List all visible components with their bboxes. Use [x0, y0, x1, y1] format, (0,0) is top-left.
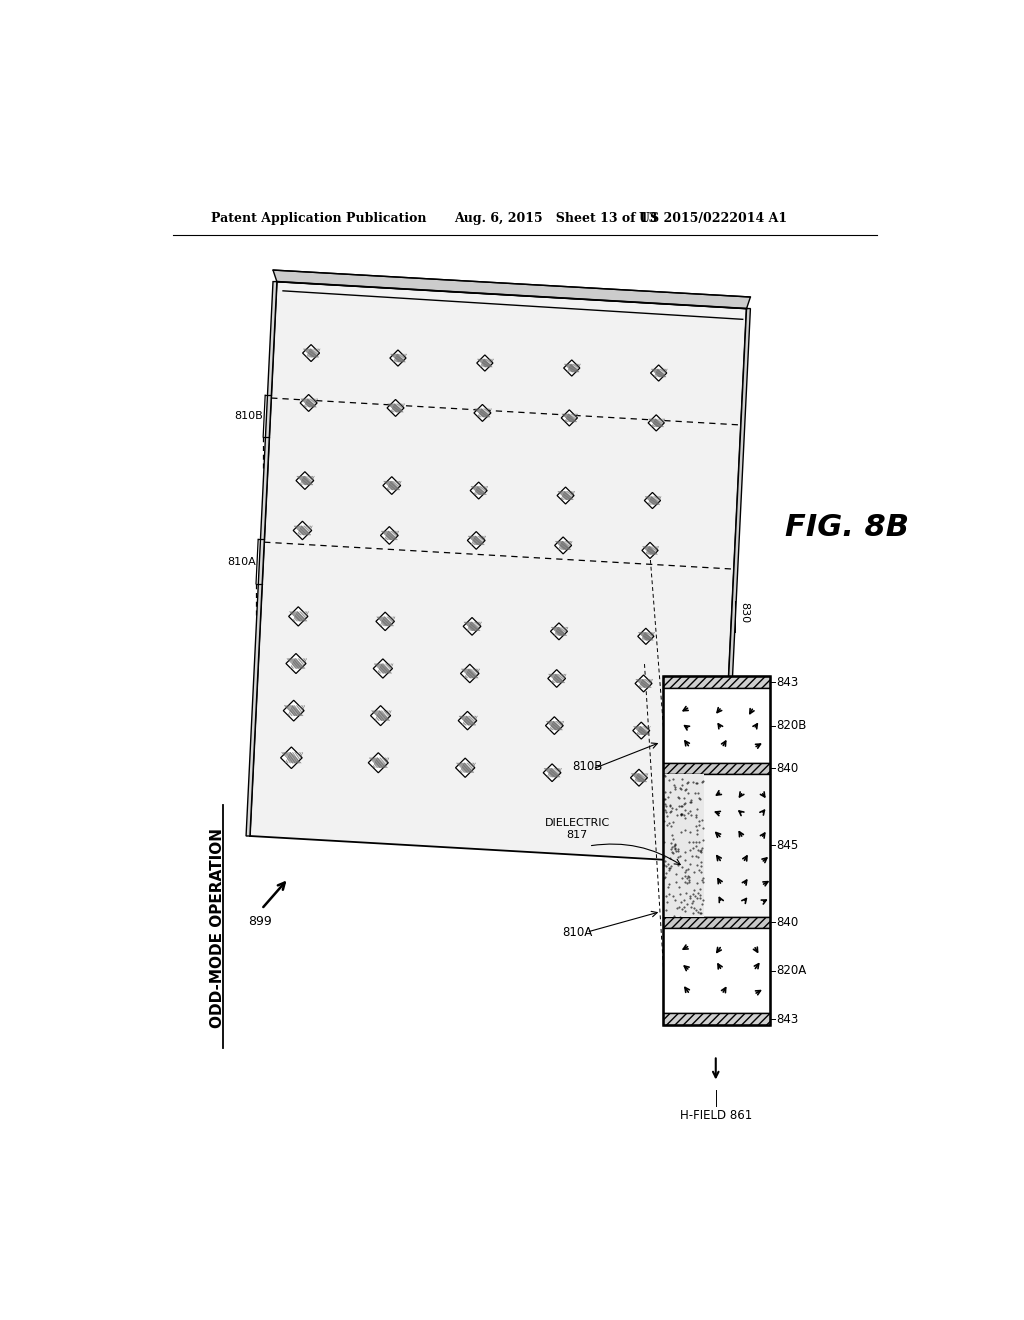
Polygon shape [369, 752, 388, 772]
Polygon shape [463, 618, 481, 635]
Text: 840: 840 [776, 916, 799, 929]
Polygon shape [381, 527, 398, 544]
Polygon shape [303, 345, 319, 362]
Text: 843: 843 [776, 1012, 799, 1026]
Polygon shape [642, 543, 658, 558]
Polygon shape [376, 612, 394, 631]
Text: Patent Application Publication: Patent Application Publication [211, 213, 427, 226]
Polygon shape [390, 350, 407, 366]
Bar [664, 676, 770, 688]
Polygon shape [284, 700, 304, 721]
Polygon shape [281, 747, 302, 768]
Polygon shape [289, 607, 308, 626]
Text: ODD-MODE OPERATION: ODD-MODE OPERATION [210, 829, 225, 1028]
Polygon shape [555, 537, 571, 554]
Text: 845: 845 [776, 838, 799, 851]
Polygon shape [563, 360, 580, 376]
Polygon shape [548, 669, 565, 688]
Text: Aug. 6, 2015   Sheet 13 of 13: Aug. 6, 2015 Sheet 13 of 13 [454, 213, 657, 226]
Bar [664, 676, 770, 1024]
Polygon shape [720, 309, 751, 863]
Polygon shape [286, 653, 306, 673]
Polygon shape [250, 281, 746, 863]
Bar [664, 928, 770, 1014]
Bar [664, 763, 770, 775]
Text: 820A: 820A [776, 964, 807, 977]
Polygon shape [458, 711, 477, 730]
Text: 810A: 810A [226, 557, 256, 566]
Polygon shape [300, 395, 317, 412]
Polygon shape [246, 281, 276, 836]
Polygon shape [477, 355, 493, 371]
Polygon shape [631, 770, 647, 787]
Polygon shape [383, 477, 400, 495]
Polygon shape [371, 706, 390, 726]
Text: 843: 843 [776, 676, 799, 689]
Text: 899: 899 [248, 915, 271, 928]
Polygon shape [638, 628, 654, 644]
Polygon shape [470, 482, 487, 499]
Text: US 2015/0222014 A1: US 2015/0222014 A1 [639, 213, 786, 226]
Polygon shape [387, 400, 404, 416]
Polygon shape [474, 404, 490, 421]
Text: 810B: 810B [572, 760, 602, 774]
Polygon shape [635, 675, 652, 692]
Bar [664, 1014, 770, 1024]
Text: 810A: 810A [562, 925, 592, 939]
Polygon shape [461, 664, 479, 682]
Text: 810B: 810B [233, 411, 262, 421]
Text: 830: 830 [739, 602, 749, 623]
Bar [664, 775, 770, 917]
Bar [664, 775, 703, 917]
Polygon shape [273, 271, 751, 309]
Polygon shape [644, 492, 660, 508]
Text: 840: 840 [776, 762, 799, 775]
Polygon shape [546, 717, 563, 734]
Text: H-FIELD 861: H-FIELD 861 [680, 1109, 752, 1122]
Polygon shape [456, 758, 475, 777]
Polygon shape [293, 521, 311, 540]
Polygon shape [650, 364, 667, 381]
Polygon shape [467, 532, 485, 549]
Text: FIG. 8B: FIG. 8B [784, 513, 908, 543]
Polygon shape [633, 722, 650, 739]
Polygon shape [561, 409, 578, 426]
Text: DIELECTRIC: DIELECTRIC [545, 818, 609, 829]
Text: 820B: 820B [776, 719, 807, 733]
Polygon shape [373, 659, 392, 678]
Polygon shape [551, 623, 567, 640]
Bar [664, 917, 770, 928]
Polygon shape [543, 764, 561, 781]
Polygon shape [648, 414, 665, 430]
Bar [664, 688, 770, 763]
Polygon shape [296, 471, 313, 490]
Text: 817: 817 [566, 830, 588, 840]
Polygon shape [557, 487, 574, 504]
